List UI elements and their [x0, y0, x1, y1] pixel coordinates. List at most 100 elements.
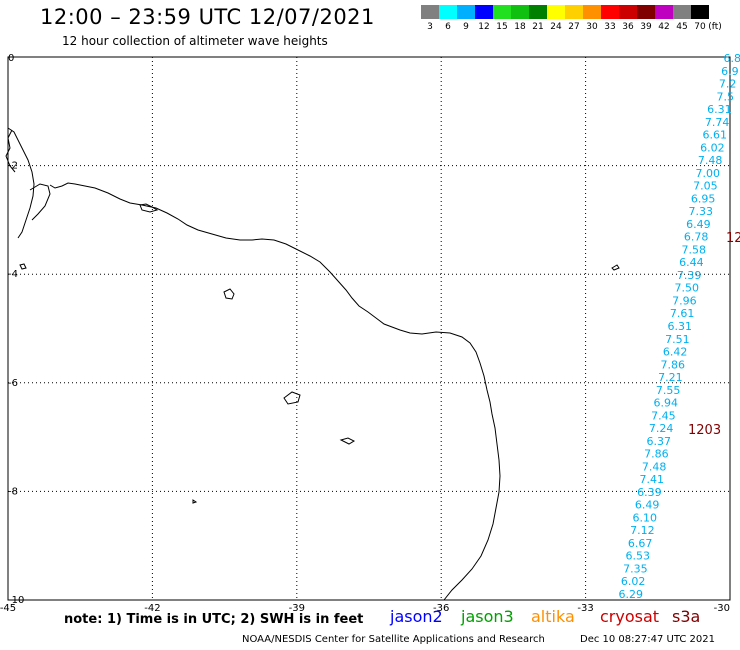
- track-wave-value: 7.05: [693, 180, 718, 193]
- track-wave-value: 7.33: [689, 205, 714, 218]
- satellite-legend-item: altika: [531, 607, 575, 626]
- page-title: 12:00 – 23:59 UTC 12/07/2021: [40, 5, 375, 29]
- x-tick-label: -33: [577, 603, 593, 614]
- generated-timestamp: Dec 10 08:27:47 UTC 2021: [580, 634, 715, 645]
- color-swatch: [565, 5, 583, 19]
- color-swatch-label: 33: [604, 22, 616, 32]
- satellite-legend-item: jason2: [390, 607, 443, 626]
- track-wave-value: 6.02: [700, 141, 725, 154]
- y-tick-label: -6: [8, 378, 18, 389]
- track-wave-value: 7.24: [649, 422, 674, 435]
- color-swatch: [457, 5, 475, 19]
- color-swatch: [655, 5, 673, 19]
- y-tick-label: -4: [8, 269, 18, 280]
- color-scale-unit: (ft): [708, 22, 722, 32]
- color-swatch-label: 21: [532, 22, 544, 32]
- x-tick-label: -39: [289, 603, 305, 614]
- color-swatch-label: 39: [640, 22, 652, 32]
- color-swatch-label: 24: [550, 22, 562, 32]
- track-wave-value: 6.53: [626, 550, 651, 563]
- coastline-northwest: [5, 127, 51, 239]
- coastline: [5, 127, 620, 601]
- track-wave-value: 7.48: [642, 460, 667, 473]
- track-wave-value: 7.5: [717, 90, 735, 103]
- color-swatch-label: 70: [694, 22, 706, 32]
- color-swatch-label: 36: [622, 22, 634, 32]
- track-wave-value: 7.39: [677, 269, 702, 282]
- color-swatch-label: 9: [463, 22, 469, 32]
- altimeter-track: 6.86.97.27.56.317.746.616.027.487.007.05…: [619, 52, 740, 601]
- island-5: [192, 499, 198, 504]
- x-tick-label: -30: [714, 603, 730, 614]
- track-wave-value: 7.35: [623, 562, 648, 575]
- track-time-label: 12: [726, 231, 740, 246]
- satellite-legend-item: cryosat: [600, 607, 660, 626]
- y-tick-label: 0: [8, 53, 14, 64]
- track-wave-value: 6.8: [724, 52, 740, 65]
- color-swatch: [637, 5, 655, 19]
- color-swatch: [475, 5, 493, 19]
- coastline-mainland: [49, 182, 501, 601]
- track-wave-value: 7.61: [670, 307, 695, 320]
- color-swatch: [511, 5, 529, 19]
- track-wave-value: 6.39: [637, 486, 662, 499]
- time-labels: 12 1203: [688, 231, 740, 438]
- color-swatch: [691, 5, 709, 19]
- color-swatch: [439, 5, 457, 19]
- track-wave-value: 7.86: [644, 448, 669, 461]
- footnote: note: 1) Time is in UTC; 2) SWH is in fe…: [64, 612, 364, 627]
- color-swatch: [529, 5, 547, 19]
- color-swatch: [619, 5, 637, 19]
- track-wave-value: 6.10: [633, 511, 658, 524]
- track-wave-value: 7.50: [675, 282, 700, 295]
- track-wave-value: 7.86: [661, 358, 686, 371]
- track-wave-value: 7.74: [705, 116, 730, 129]
- color-swatch-label: 42: [658, 22, 670, 32]
- track-wave-value: 6.78: [684, 231, 709, 244]
- color-swatch-label: 30: [586, 22, 598, 32]
- x-tick-label: -36: [433, 603, 449, 614]
- track-wave-value: 7.55: [656, 384, 681, 397]
- track-wave-value: 6.42: [663, 346, 688, 359]
- x-tick-label: -45: [0, 603, 16, 614]
- satellite-legend-item: s3a: [672, 607, 701, 626]
- track-wave-value: 6.95: [691, 192, 716, 205]
- y-tick-label: -8: [8, 486, 18, 497]
- credit-line: NOAA/NESDIS Center for Satellite Applica…: [242, 634, 545, 645]
- y-tick-label: -10: [8, 595, 24, 606]
- island-7: [611, 264, 620, 271]
- track-time-label: 1203: [688, 423, 721, 438]
- axis-tick-labels: -45 -42 -39 -36 -33 -30 0 -2 -4 -6 -8 -10: [0, 53, 730, 614]
- map-grid: [7, 56, 731, 601]
- island-6: [19, 263, 27, 270]
- color-swatch-label: 12: [478, 22, 490, 32]
- track-wave-value: 7.12: [630, 524, 655, 537]
- color-swatch-label: 6: [445, 22, 451, 32]
- island-4: [339, 437, 356, 445]
- track-wave-value: 6.49: [635, 499, 660, 512]
- color-swatch-label: 3: [427, 22, 433, 32]
- color-swatch: [547, 5, 565, 19]
- island-3: [283, 391, 301, 405]
- track-wave-value: 6.31: [707, 103, 732, 116]
- color-swatch: [601, 5, 619, 19]
- track-wave-value: 6.29: [619, 588, 644, 601]
- track-wave-value: 6.44: [679, 256, 704, 269]
- x-tick-label: -42: [144, 603, 160, 614]
- y-tick-label: -2: [8, 161, 18, 172]
- satellite-legend-item: jason3: [461, 607, 514, 626]
- color-swatch: [421, 5, 439, 19]
- page-subtitle: 12 hour collection of altimeter wave hei…: [62, 34, 328, 48]
- track-wave-value: 7.2: [719, 78, 737, 91]
- track-wave-value: 6.31: [668, 320, 693, 333]
- track-wave-value: 7.41: [640, 473, 665, 486]
- island-1: [139, 203, 159, 213]
- track-wave-value: 6.02: [621, 575, 646, 588]
- track-wave-value: 6.37: [647, 435, 672, 448]
- track-wave-value: 6.61: [703, 129, 728, 142]
- track-wave-value: 7.00: [696, 167, 721, 180]
- island-2: [223, 288, 235, 300]
- color-swatch-label: 18: [514, 22, 526, 32]
- color-swatch: [583, 5, 601, 19]
